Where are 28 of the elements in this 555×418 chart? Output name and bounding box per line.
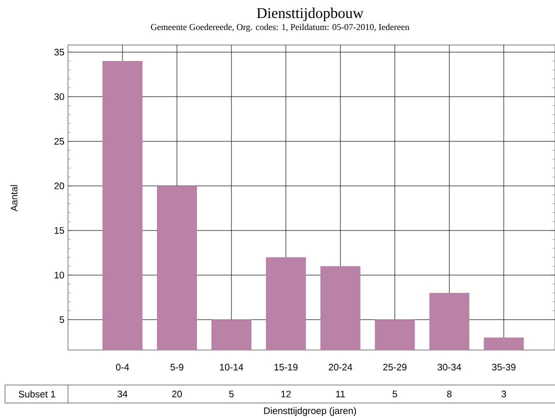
data-label: 5 [229, 390, 234, 398]
data-label: 34 [118, 390, 128, 398]
data-label: 11 [336, 390, 345, 398]
x-tick-label: 25-29 [383, 364, 406, 370]
x-tick-label: 10-14 [220, 364, 244, 370]
chart-title: Diensttijdopbouw [256, 8, 364, 22]
data-label: 12 [281, 390, 291, 398]
x-tick-label: 20-24 [328, 364, 352, 370]
data-label: 5 [392, 390, 398, 398]
chart-subtitle: Gemeente Goedereede, Org. codes: 1, Peildatum: 05-07-2010, Iedereen [150, 24, 410, 32]
x-axis-title: Diensttijdgroep (jaren) [264, 407, 356, 416]
y-tick-label: 20 [54, 182, 64, 190]
data-label: 8 [447, 390, 452, 398]
x-tick-label: 30-34 [438, 364, 462, 370]
y-tick-label: 10 [54, 272, 64, 278]
text: Subset 1 [18, 390, 56, 398]
x-tick-label: 35-39 [492, 364, 516, 370]
data-label: 3 [502, 390, 506, 398]
x-tick-label: 5-9 [170, 364, 184, 370]
y-tick-label: 25 [54, 138, 64, 145]
x-tick-label: 15-19 [274, 364, 298, 370]
y-tick-label: 30 [54, 93, 64, 100]
y-tick-label: 35 [54, 48, 64, 56]
x-tick-label: 0-4 [116, 364, 130, 370]
data-label: 20 [172, 390, 182, 398]
y-tick-label: 5 [60, 316, 64, 323]
y-tick-label: 15 [54, 227, 64, 234]
y-axis-title: Aantal [10, 185, 18, 212]
